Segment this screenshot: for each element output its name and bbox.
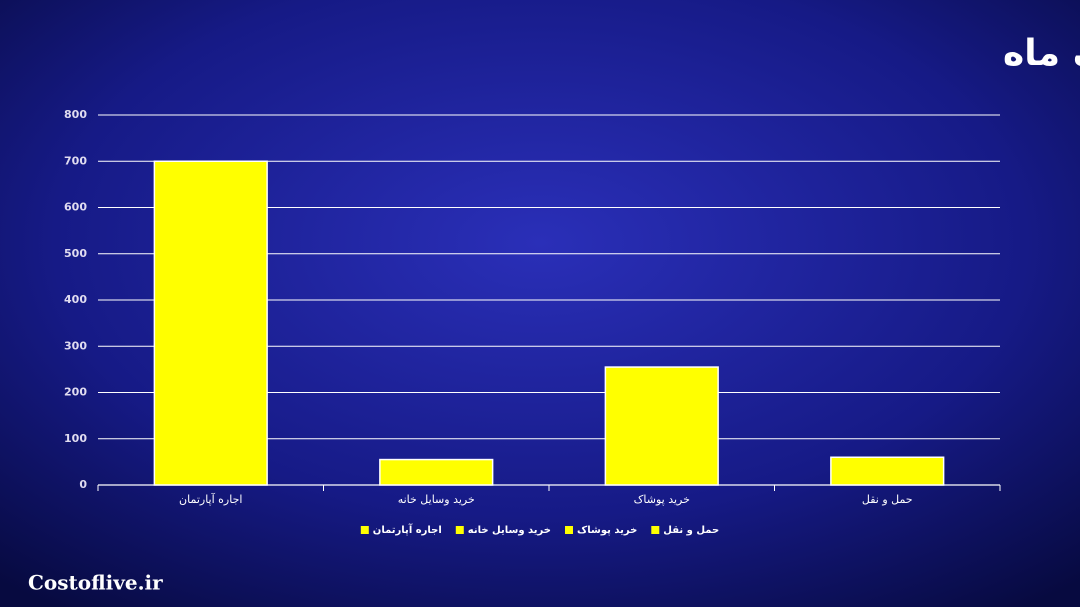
- y-tick-label: 600: [64, 201, 87, 214]
- legend-label: حمل و نقل: [663, 525, 719, 536]
- bar: [153, 160, 268, 486]
- y-tick-label: 300: [64, 339, 87, 352]
- chart-title: کلیات هزینه ها برای یک ماه: [1003, 33, 1080, 74]
- x-tick-label: خرید پوشاک: [634, 493, 690, 506]
- y-tick-label: 200: [64, 386, 87, 399]
- x-tick-label: اجاره آپارتمان: [179, 492, 242, 506]
- y-tick-label: 500: [64, 247, 87, 260]
- y-tick-label: 100: [64, 432, 87, 445]
- x-tick-label: خرید وسایل خانه: [398, 493, 475, 506]
- legend-label: خرید وسایل خانه: [468, 525, 551, 536]
- legend-label: خرید پوشاک: [577, 525, 637, 536]
- y-tick-label: 800: [64, 108, 87, 121]
- watermark: Costoflive.ir: [28, 571, 163, 595]
- y-tick-label: 0: [79, 478, 87, 491]
- legend-swatch: [455, 526, 464, 534]
- y-tick-label: 400: [64, 293, 87, 306]
- bar: [830, 456, 945, 486]
- legend-swatch: [360, 526, 369, 534]
- legend-swatch: [564, 526, 573, 534]
- bar: [604, 366, 719, 486]
- y-tick-label: 700: [64, 154, 87, 167]
- legend-label: اجاره آپارتمان: [373, 523, 442, 536]
- legend-swatch: [651, 526, 660, 534]
- bar: [379, 458, 494, 486]
- x-tick-label: حمل و نقل: [862, 493, 913, 506]
